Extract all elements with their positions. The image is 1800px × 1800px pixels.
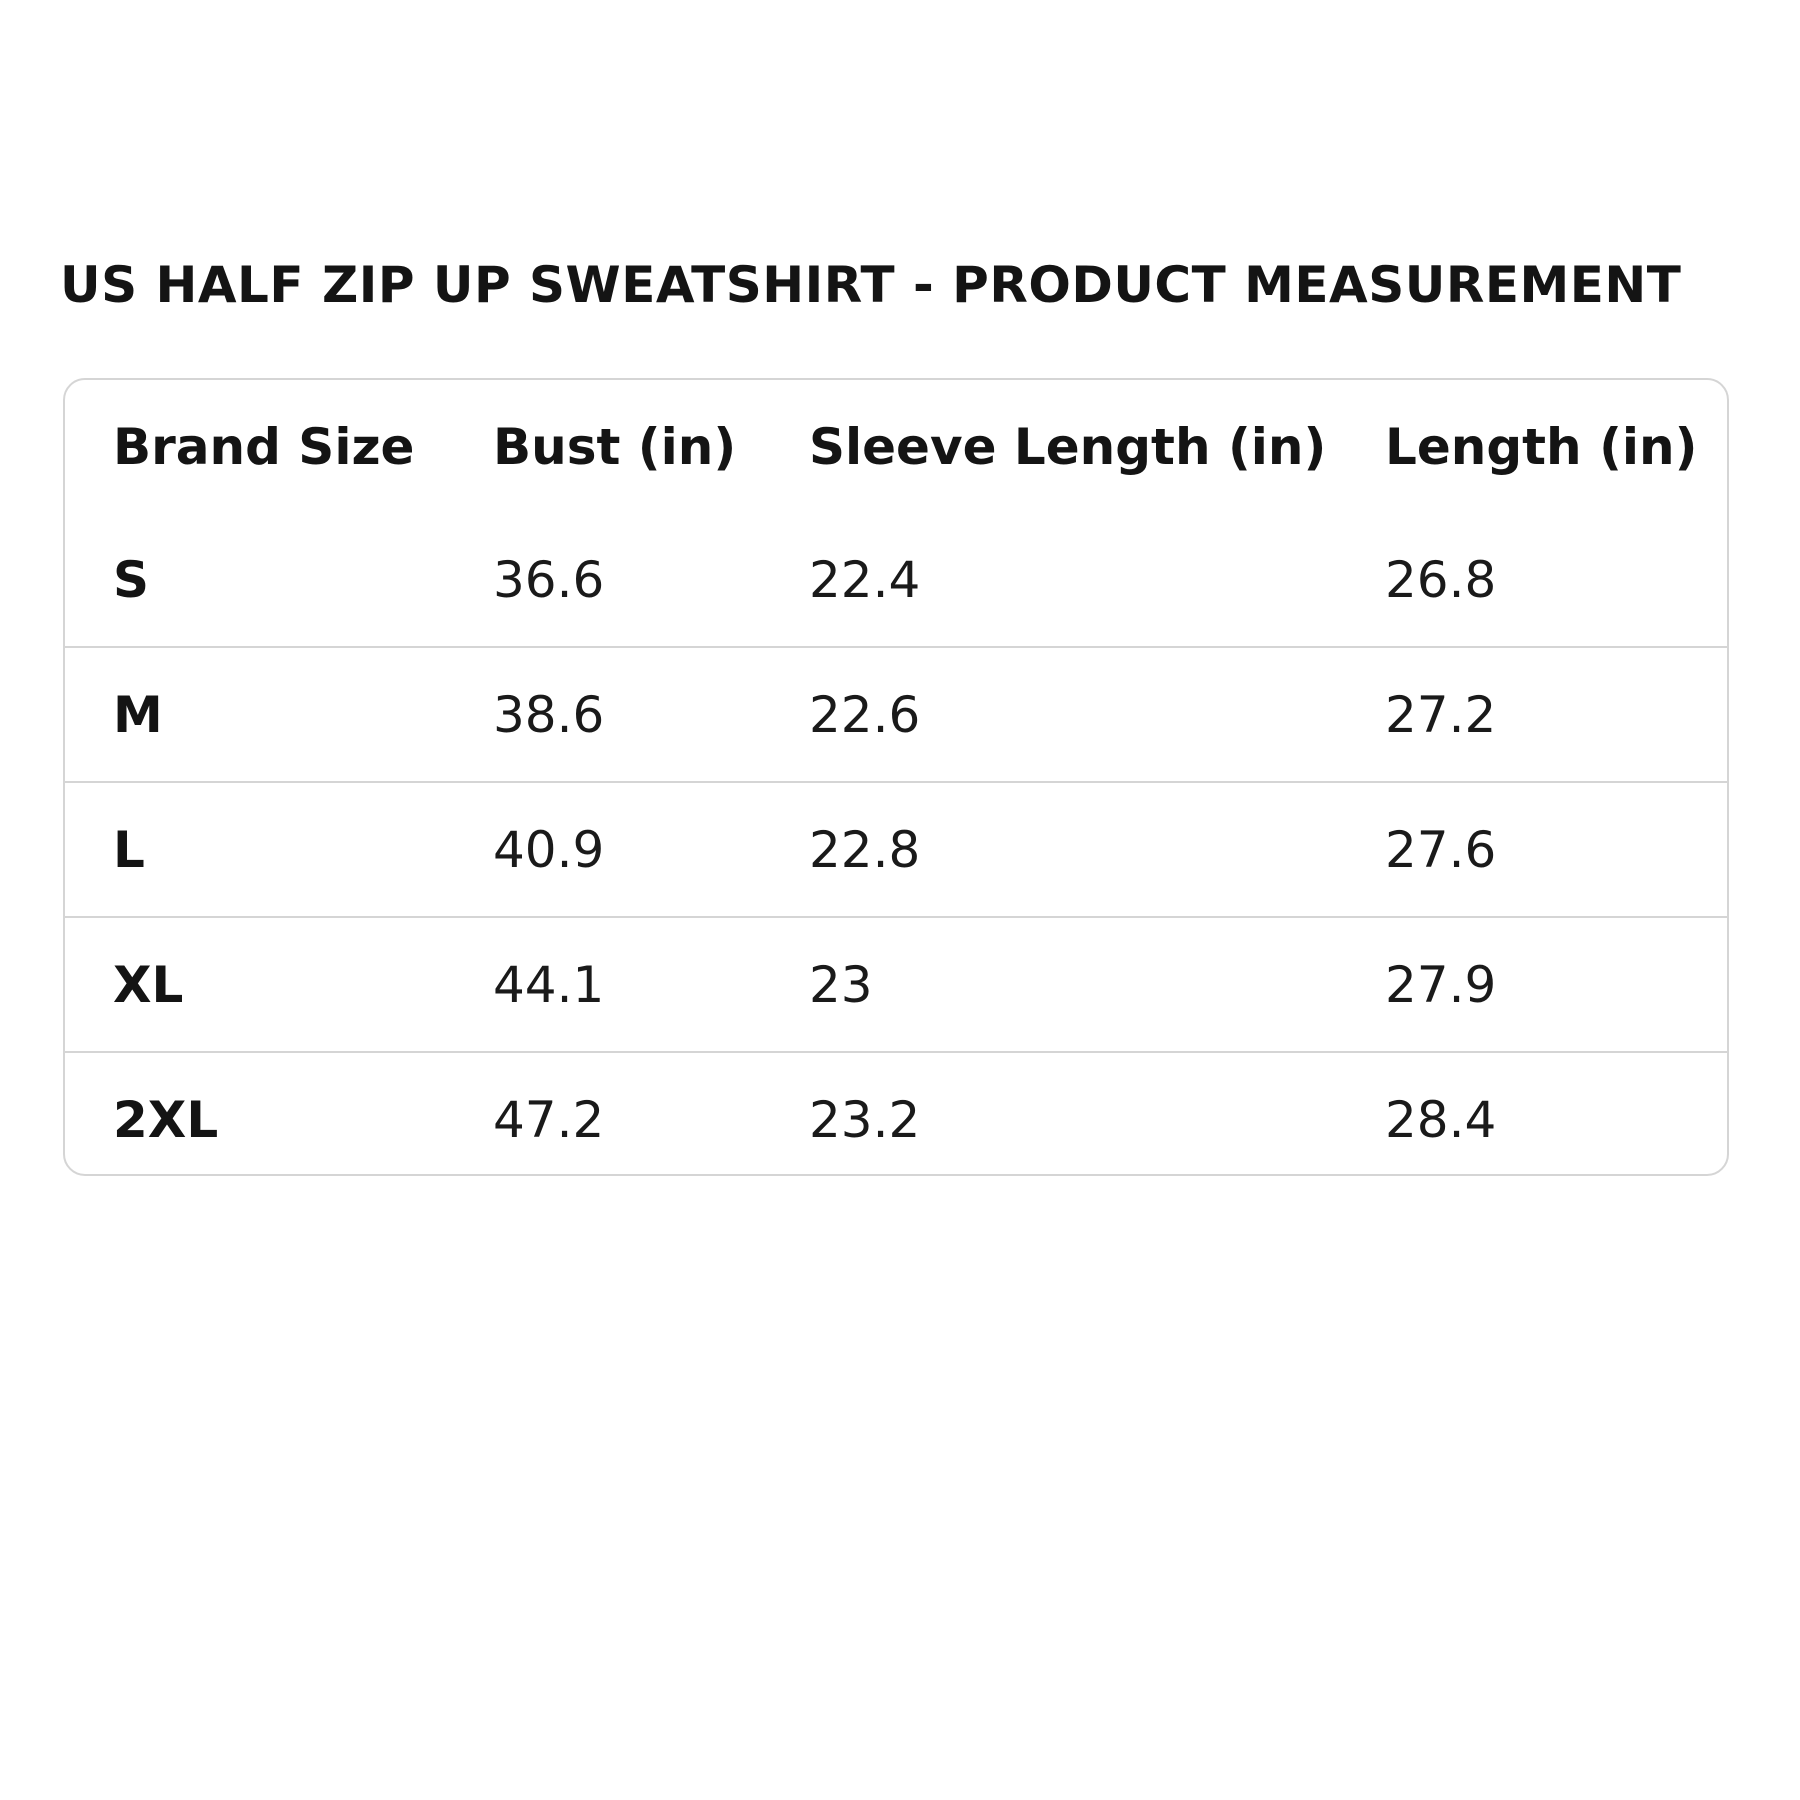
sleeve-length-cell: 22.4 [809,550,921,609]
bust-cell: 47.2 [445,1051,765,1174]
page-title: US HALF ZIP UP SWEATSHIRT - PRODUCT MEAS… [60,256,1682,314]
table-row: S 36.6 22.4 26.8 [65,513,1727,647]
header-bust: Bust (in) [493,417,737,476]
sleeve-length-cell: 22.8 [765,781,1343,917]
table-row: 2XL 47.2 23.2 28.4 [65,1051,1727,1174]
table-row: L 40.9 22.8 27.6 [65,781,1727,917]
table-row: M 38.6 22.6 27.2 [65,646,1727,782]
size-cell: L [65,781,445,917]
table-header-row: Brand Size Bust (in) Sleeve Length (in) … [65,380,1727,513]
table-row: XL 44.1 23 27.9 [65,916,1727,1052]
bust-cell: 40.9 [445,781,765,917]
header-length: Length (in) [1385,417,1698,476]
bust-cell: 36.6 [493,550,605,609]
bust-cell: 44.1 [445,916,765,1052]
header-brand-size: Brand Size [113,417,415,476]
size-cell: XL [65,916,445,1052]
header-sleeve-length: Sleeve Length (in) [809,417,1327,476]
sleeve-length-cell: 23.2 [765,1051,1343,1174]
size-chart-table-card: Brand Size Bust (in) Sleeve Length (in) … [63,378,1729,1176]
size-cell: S [113,550,150,609]
length-cell: 27.9 [1343,916,1727,1052]
length-cell: 26.8 [1385,550,1497,609]
size-cell: M [65,646,445,782]
sleeve-length-cell: 23 [765,916,1343,1052]
sleeve-length-cell: 22.6 [765,646,1343,782]
length-cell: 27.2 [1343,646,1727,782]
size-cell: 2XL [65,1051,445,1174]
length-cell: 28.4 [1343,1051,1727,1174]
bust-cell: 38.6 [445,646,765,782]
length-cell: 27.6 [1343,781,1727,917]
size-chart-table: Brand Size Bust (in) Sleeve Length (in) … [65,380,1727,1174]
